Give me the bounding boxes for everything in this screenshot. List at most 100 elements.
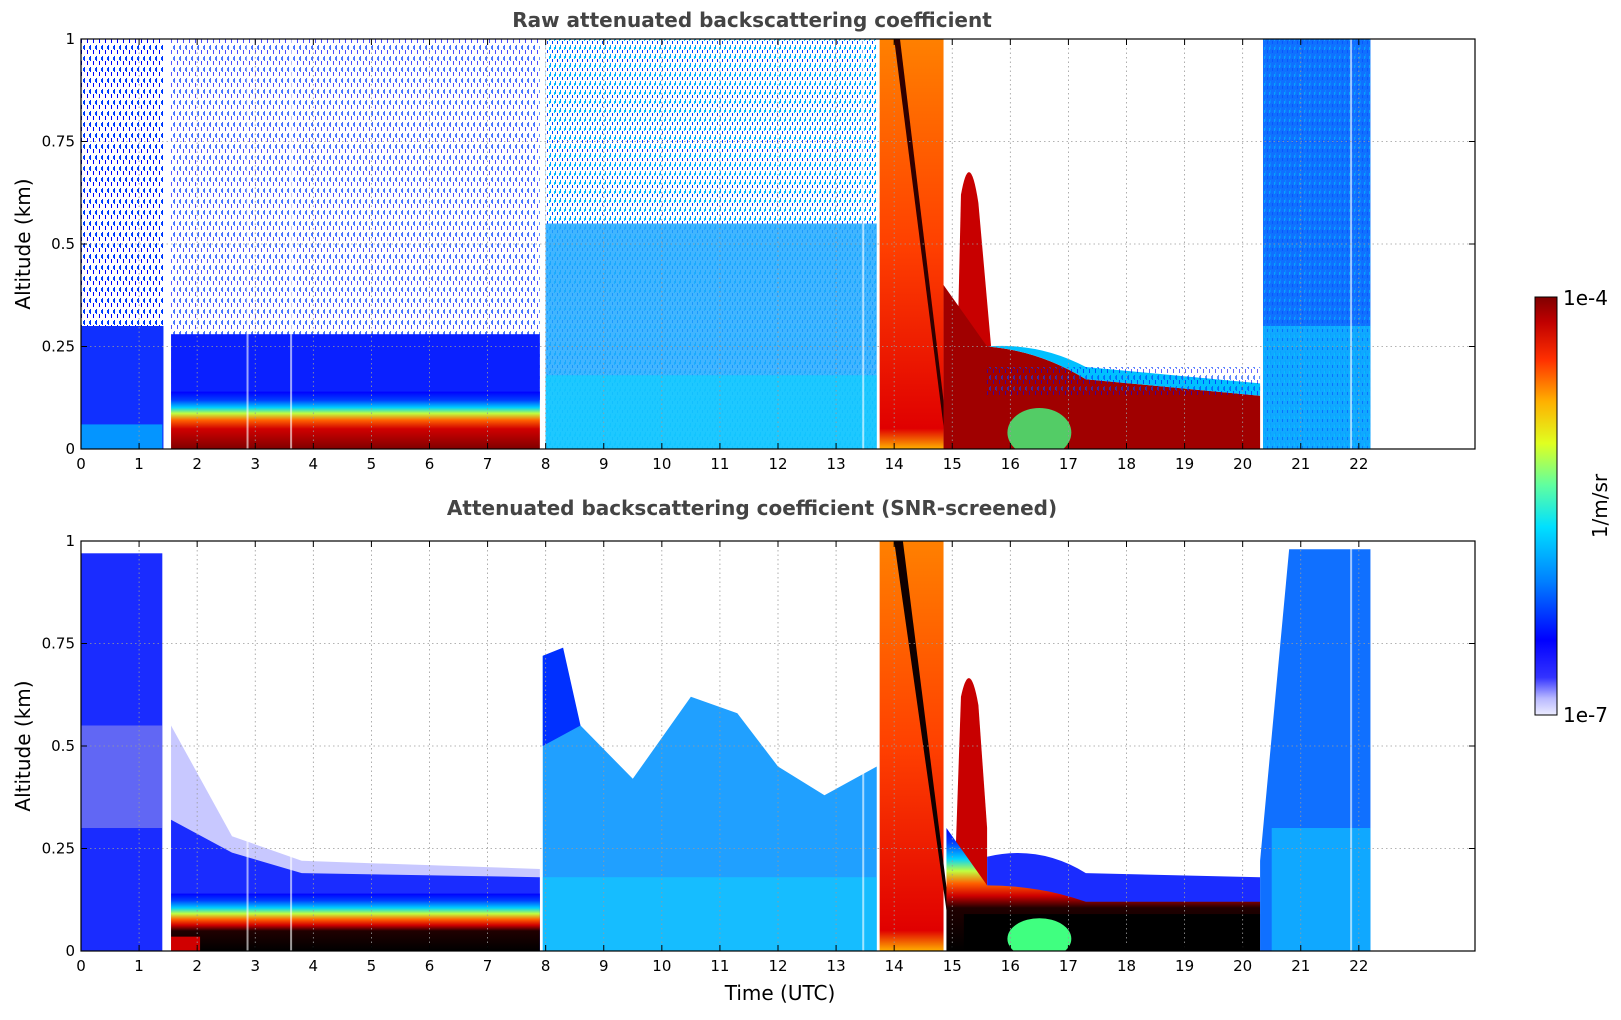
x-tick-label: 17 (1059, 957, 1078, 975)
y-axis-label: Altitude (km) (11, 178, 35, 309)
raw-backscatter-panel: Raw attenuated backscattering coefficien… (11, 8, 1476, 473)
x-tick-label: 5 (367, 957, 377, 975)
colorbar: 1e-4 1e-7 1/m/sr (1534, 286, 1612, 727)
aerosol-region (542, 877, 877, 951)
x-tick-label: 16 (1001, 455, 1020, 473)
chart-title: Attenuated backscattering coefficient (S… (447, 496, 1057, 520)
x-tick-label: 2 (192, 957, 202, 975)
cloud-column (879, 541, 944, 951)
noise-field (1262, 39, 1371, 449)
y-tick-label: 1 (65, 532, 75, 550)
x-tick-label: 12 (768, 957, 787, 975)
x-tick-label: 22 (1349, 455, 1368, 473)
x-tick-label: 11 (710, 957, 729, 975)
x-tick-label: 19 (1175, 455, 1194, 473)
surface-layer (171, 936, 201, 951)
boundary-layer (171, 893, 540, 951)
x-tick-label: 4 (309, 957, 319, 975)
x-axis-ticks: 0 1 2 3 4 5 6 7 8 9 10 11 12 13 14 15 16 17 18 19 20 21 22 (76, 541, 1368, 975)
y-tick-label: 0.75 (42, 133, 75, 151)
x-tick-label: 7 (483, 455, 493, 473)
x-tick-label: 6 (425, 957, 435, 975)
x-axis-ticks: 0 1 2 3 4 5 6 7 8 9 10 11 12 13 14 15 16 17 18 19 20 21 22 (76, 39, 1368, 473)
x-tick-label: 18 (1117, 957, 1136, 975)
y-tick-label: 0.75 (42, 635, 75, 653)
colorbar-min-label: 1e-7 (1563, 703, 1608, 727)
y-axis-ticks: 0 0.25 0.5 0.75 1 (42, 30, 1475, 458)
x-tick-label: 16 (1001, 957, 1020, 975)
cloud-edge (894, 541, 950, 910)
colorbar-max-label: 1e-4 (1563, 286, 1608, 310)
y-axis-label: Altitude (km) (11, 680, 35, 811)
artifact-line (290, 541, 293, 951)
x-tick-label: 13 (827, 455, 846, 473)
y-tick-label: 1 (65, 30, 75, 48)
noise-field (171, 39, 540, 388)
boundary-layer (171, 391, 540, 449)
y-tick-label: 0 (65, 440, 75, 458)
x-tick-label: 9 (599, 455, 609, 473)
x-tick-label: 20 (1233, 455, 1252, 473)
artifact-line (290, 39, 293, 449)
y-tick-label: 0.5 (51, 737, 75, 755)
x-tick-label: 18 (1117, 455, 1136, 473)
colorbar-gradient (1534, 296, 1558, 716)
background-region (1271, 828, 1371, 951)
x-tick-label: 0 (76, 957, 86, 975)
x-tick-label: 15 (943, 455, 962, 473)
x-tick-label: 8 (541, 957, 551, 975)
x-tick-label: 14 (885, 957, 904, 975)
x-tick-label: 22 (1349, 957, 1368, 975)
low-signal-region (171, 334, 540, 400)
x-tick-label: 12 (768, 455, 787, 473)
artifact-line (862, 39, 865, 449)
surface-patch (1007, 918, 1072, 951)
x-tick-label: 5 (367, 455, 377, 473)
colorbar-unit-label: 1/m/sr (1588, 473, 1612, 538)
x-tick-label: 10 (652, 957, 671, 975)
noise-field (987, 367, 1261, 396)
weak-signal-region (81, 725, 163, 828)
y-axis-ticks: 0 0.25 0.5 0.75 1 (42, 532, 1475, 960)
x-tick-label: 4 (309, 455, 319, 473)
y-tick-label: 0.5 (51, 235, 75, 253)
x-tick-label: 0 (76, 455, 86, 473)
x-tick-label: 19 (1175, 957, 1194, 975)
x-tick-label: 13 (827, 957, 846, 975)
aerosol-region (545, 375, 877, 449)
x-tick-label: 21 (1291, 957, 1310, 975)
x-tick-label: 11 (710, 455, 729, 473)
x-tick-label: 6 (425, 455, 435, 473)
y-tick-label: 0 (65, 942, 75, 960)
snr-screened-panel: Attenuated backscattering coefficient (S… (11, 496, 1476, 1005)
artifact-line (862, 541, 865, 951)
chart-title: Raw attenuated backscattering coefficien… (512, 8, 992, 32)
x-tick-label: 2 (192, 455, 202, 473)
heatmap-raw (81, 39, 1371, 449)
cloud-column (879, 39, 944, 449)
x-tick-label: 8 (541, 455, 551, 473)
x-tick-label: 21 (1291, 455, 1310, 473)
heatmap-screened (81, 541, 1371, 951)
elevated-layer (943, 285, 1261, 449)
x-tick-label: 1 (134, 957, 144, 975)
x-tick-label: 10 (652, 455, 671, 473)
surface-patch (1007, 408, 1072, 449)
surface-layer (81, 424, 163, 449)
x-tick-label: 14 (885, 455, 904, 473)
x-tick-label: 15 (943, 957, 962, 975)
x-tick-label: 3 (250, 455, 260, 473)
cloud-edge (894, 39, 950, 449)
y-tick-label: 0.25 (42, 840, 75, 858)
saturated-layer (963, 914, 1261, 951)
x-axis-label: Time (UTC) (724, 981, 836, 1005)
x-tick-label: 20 (1233, 957, 1252, 975)
aerosol-edge (542, 647, 581, 746)
x-tick-label: 9 (599, 957, 609, 975)
x-tick-label: 1 (134, 455, 144, 473)
x-tick-label: 17 (1059, 455, 1078, 473)
x-tick-label: 7 (483, 957, 493, 975)
x-tick-label: 3 (250, 957, 260, 975)
y-tick-label: 0.25 (42, 338, 75, 356)
